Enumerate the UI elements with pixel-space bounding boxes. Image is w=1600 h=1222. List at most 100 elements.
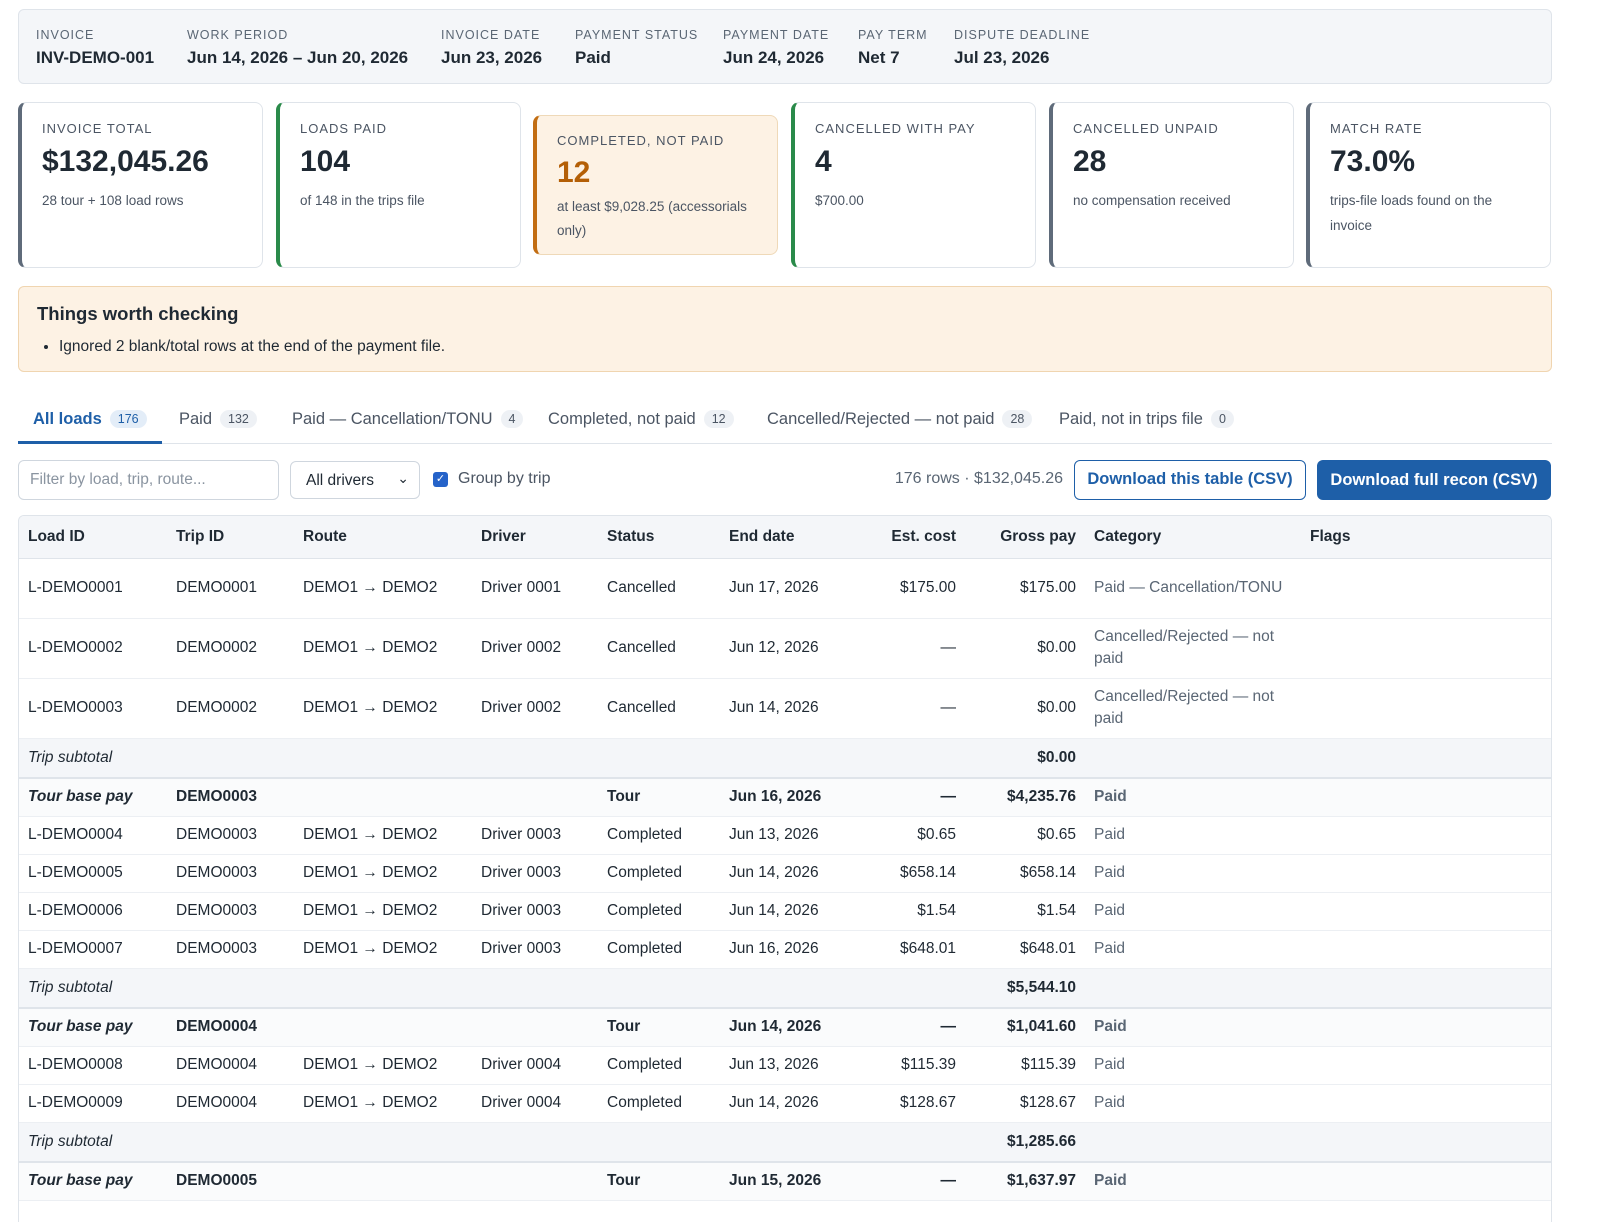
- table-row[interactable]: L-DEMO0005 DEMO0003 DEMO1 → DEMO2 Driver…: [19, 854, 1551, 893]
- cell-category: Paid: [1085, 1084, 1301, 1123]
- tab-count: 176: [109, 410, 147, 428]
- tab-paid-not-in-trips[interactable]: Paid, not in trips file 0: [1044, 398, 1249, 444]
- column-header[interactable]: Driver: [472, 516, 598, 559]
- tab-cancelled-not-paid[interactable]: Cancelled/Rejected — not paid 28: [752, 398, 1047, 444]
- card-subtext: at least $9,028.25 (accessorials only): [557, 199, 747, 238]
- group-by-trip-toggle[interactable]: ✓ Group by trip: [433, 470, 550, 488]
- cell-trip-id: DEMO0003: [167, 930, 294, 969]
- header-label: PAYMENT STATUS: [575, 28, 699, 42]
- header-label: PAY TERM: [858, 28, 928, 42]
- cell-load-id: L-DEMO0003: [19, 678, 167, 739]
- column-header[interactable]: Load ID: [19, 516, 167, 559]
- subtotal-value: $0.00: [965, 738, 1085, 779]
- notice-box: Things worth checking Ignored 2 blank/to…: [18, 286, 1552, 372]
- tab-paid-cancellation[interactable]: Paid — Cancellation/TONU 4: [277, 398, 538, 444]
- column-header[interactable]: Trip ID: [167, 516, 294, 559]
- table-row[interactable]: L-DEMO0001 DEMO0001 DEMO1 → DEMO2 Driver…: [19, 558, 1551, 619]
- cell-status: Cancelled: [598, 618, 720, 679]
- cell-category: Paid: [1085, 892, 1301, 931]
- card-cancelled-unpaid: CANCELLED UNPAID 28 no compensation rece…: [1049, 102, 1294, 268]
- driver-select[interactable]: All drivers ⌄: [290, 461, 420, 499]
- cell-gross-pay: $658.14: [965, 854, 1085, 893]
- cell-status: Completed: [598, 854, 720, 893]
- empty-cell: [1085, 1122, 1301, 1163]
- download-full-recon-button[interactable]: Download full recon (CSV): [1317, 460, 1551, 500]
- cell-flags: [1301, 1084, 1551, 1123]
- tab-count: 12: [703, 410, 734, 428]
- table-row[interactable]: L-DEMO0002 DEMO0002 DEMO1 → DEMO2 Driver…: [19, 618, 1551, 679]
- table-row[interactable]: L-DEMO0003 DEMO0002 DEMO1 → DEMO2 Driver…: [19, 678, 1551, 739]
- cell-trip-id: DEMO0003: [167, 892, 294, 931]
- cell-load-id: L-DEMO0007: [19, 930, 167, 969]
- table-row[interactable]: L-DEMO0009 DEMO0004 DEMO1 → DEMO2 Driver…: [19, 1084, 1551, 1123]
- cell-load-id: L-DEMO0002: [19, 618, 167, 679]
- empty-cell: [294, 1162, 472, 1201]
- cell-est-cost: $175.00: [852, 558, 965, 619]
- column-header[interactable]: End date: [720, 516, 852, 559]
- cell-gross-pay: $175.00: [965, 558, 1085, 619]
- cell-gross-pay: $4,235.76: [965, 778, 1085, 817]
- cell-driver: Driver 0003: [472, 854, 598, 893]
- header-work-period: WORK PERIOD Jun 14, 2026 – Jun 20, 2026: [187, 28, 408, 68]
- cell-status: Completed: [598, 1084, 720, 1123]
- card-value: 28: [1073, 145, 1107, 178]
- column-header[interactable]: Route: [294, 516, 472, 559]
- cell-trip-id: DEMO0001: [167, 558, 294, 619]
- table-row[interactable]: L-DEMO0007 DEMO0003 DEMO1 → DEMO2 Driver…: [19, 930, 1551, 969]
- card-value: $132,045.26: [42, 145, 209, 178]
- column-header[interactable]: Category: [1085, 516, 1301, 559]
- card-subtext: 28 tour + 108 load rows: [42, 193, 184, 208]
- cell-status: Tour: [598, 778, 720, 817]
- header-invoice: INVOICE INV-DEMO-001: [36, 28, 154, 68]
- card-subtext: trips-file loads found on the invoice: [1330, 193, 1493, 233]
- tour-base-pay-row[interactable]: Tour base pay DEMO0004 Tour Jun 14, 2026…: [19, 1008, 1551, 1047]
- header-value: INV-DEMO-001: [36, 48, 155, 67]
- card-completed-not-paid: COMPLETED, NOT PAID 12 at least $9,028.2…: [533, 115, 778, 255]
- tour-label: Tour base pay: [19, 778, 167, 817]
- header-payment-status: PAYMENT STATUS Paid: [575, 28, 698, 68]
- table-row[interactable]: L-DEMO0008 DEMO0004 DEMO1 → DEMO2 Driver…: [19, 1046, 1551, 1085]
- cell-load-id: L-DEMO0004: [19, 816, 167, 855]
- cell-status: Completed: [598, 816, 720, 855]
- checkmark-icon[interactable]: ✓: [433, 471, 448, 487]
- card-label: MATCH RATE: [1330, 121, 1423, 136]
- tab-paid[interactable]: Paid 132: [164, 398, 272, 444]
- header-invoice-date: INVOICE DATE Jun 23, 2026: [441, 28, 542, 68]
- cell-route: DEMO1 → DEMO2: [294, 558, 472, 619]
- cell-route: DEMO1 → DEMO2: [294, 618, 472, 679]
- download-table-button[interactable]: Download this table (CSV): [1074, 460, 1306, 500]
- subtotal-value: $1,285.66: [965, 1122, 1085, 1163]
- header-label: INVOICE: [36, 28, 95, 42]
- filter-input[interactable]: [18, 460, 279, 500]
- subtotal-label: Trip subtotal: [19, 968, 965, 1009]
- column-header[interactable]: Gross pay: [965, 516, 1085, 559]
- table-row[interactable]: L-DEMO0004 DEMO0003 DEMO1 → DEMO2 Driver…: [19, 816, 1551, 855]
- column-header[interactable]: Status: [598, 516, 720, 559]
- tab-all-loads[interactable]: All loads 176: [18, 398, 162, 444]
- table-row[interactable]: L-DEMO0006 DEMO0003 DEMO1 → DEMO2 Driver…: [19, 892, 1551, 931]
- driver-select-value: All drivers: [306, 472, 375, 489]
- cell-driver: Driver 0004: [472, 1084, 598, 1123]
- cell-gross-pay: $1.54: [965, 892, 1085, 931]
- cell-trip-id: DEMO0005: [167, 1162, 294, 1201]
- column-header[interactable]: Flags: [1301, 516, 1551, 559]
- card-subtext: no compensation received: [1073, 193, 1231, 208]
- cell-est-cost: $1.54: [852, 892, 965, 931]
- card-value: 73.0%: [1330, 145, 1416, 178]
- card-value: 4: [815, 145, 832, 178]
- card-match-rate: MATCH RATE 73.0% trips-file loads found …: [1306, 102, 1551, 268]
- card-label: CANCELLED WITH PAY: [815, 121, 976, 136]
- cell-load-id: L-DEMO0005: [19, 854, 167, 893]
- empty-cell: [294, 778, 472, 817]
- card-value: 12: [557, 156, 591, 189]
- empty-cell: [472, 778, 598, 817]
- cell-end-date: Jun 15, 2026: [720, 1162, 852, 1201]
- tour-base-pay-row[interactable]: Tour base pay DEMO0003 Tour Jun 16, 2026…: [19, 778, 1551, 817]
- cell-trip-id: DEMO0003: [167, 816, 294, 855]
- column-header[interactable]: Est. cost: [852, 516, 965, 559]
- cell-category: Cancelled/Rejected — not paid: [1085, 678, 1301, 739]
- tab-completed-not-paid[interactable]: Completed, not paid 12: [533, 398, 749, 444]
- tour-base-pay-row[interactable]: Tour base pay DEMO0005 Tour Jun 15, 2026…: [19, 1162, 1551, 1201]
- cell-est-cost: —: [852, 778, 965, 817]
- cell-gross-pay: $128.67: [965, 1084, 1085, 1123]
